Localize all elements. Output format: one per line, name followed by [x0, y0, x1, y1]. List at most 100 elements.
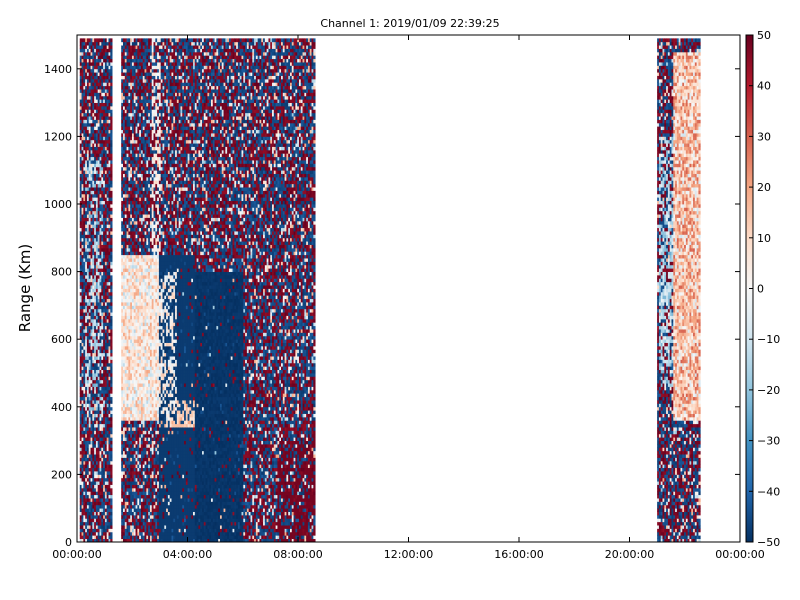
- heatmap-cell: [86, 318, 90, 323]
- heatmap-cell: [128, 200, 131, 205]
- heatmap-cell: [133, 491, 136, 496]
- heatmap-cell: [126, 231, 129, 235]
- heatmap-cell: [108, 183, 111, 188]
- heatmap-cell: [97, 227, 100, 232]
- heatmap-cell: [83, 298, 86, 303]
- heatmap-cell: [79, 237, 82, 242]
- heatmap-cell: [101, 163, 104, 168]
- heatmap-cell: [95, 312, 99, 316]
- heatmap-cell: [106, 92, 109, 97]
- heatmap-cell: [95, 274, 99, 279]
- heatmap-cell: [94, 494, 97, 499]
- heatmap-cell: [124, 403, 127, 408]
- heatmap-cell: [81, 437, 84, 441]
- heatmap-cell: [95, 190, 99, 195]
- heatmap-cell: [88, 366, 91, 371]
- heatmap-cell: [86, 352, 90, 357]
- heatmap-cell: [121, 420, 124, 425]
- heatmap-cell: [95, 244, 99, 249]
- heatmap-cell: [104, 366, 108, 371]
- heatmap-cell: [99, 484, 102, 489]
- heatmap-cell: [86, 217, 90, 222]
- heatmap-cell: [90, 315, 93, 320]
- heatmap-cell: [108, 264, 111, 269]
- heatmap-cell: [99, 467, 102, 472]
- heatmap-cell: [86, 126, 90, 131]
- heatmap-cell: [126, 538, 129, 543]
- heatmap-cell: [110, 224, 113, 229]
- heatmap-cell: [104, 38, 108, 43]
- heatmap-cell: [97, 433, 100, 438]
- heatmap-cell: [97, 109, 100, 114]
- heatmap-cell: [95, 393, 99, 398]
- heatmap-cell: [92, 288, 95, 293]
- heatmap-cell: [104, 99, 108, 103]
- heatmap-cell: [101, 437, 104, 441]
- heatmap-cell: [124, 99, 127, 103]
- heatmap-cell: [86, 72, 90, 76]
- heatmap-cell: [86, 474, 90, 479]
- heatmap-cell: [86, 170, 90, 174]
- heatmap-cell: [130, 501, 133, 506]
- heatmap-cell: [126, 450, 129, 455]
- heatmap-cell: [104, 464, 108, 469]
- heatmap-cell: [81, 386, 84, 391]
- heatmap-cell: [131, 396, 135, 401]
- heatmap-cell: [94, 197, 97, 202]
- heatmap-cell: [97, 281, 100, 286]
- heatmap-cell: [104, 312, 108, 316]
- heatmap-cell: [130, 288, 133, 293]
- heatmap-cell: [104, 494, 108, 499]
- heatmap-cell: [94, 406, 97, 411]
- heatmap-cell: [121, 241, 124, 245]
- heatmap-cell: [97, 359, 100, 364]
- heatmap-cell: [97, 460, 100, 465]
- heatmap-cell: [128, 112, 131, 117]
- heatmap-cell: [121, 437, 124, 441]
- heatmap-cell: [124, 454, 127, 458]
- heatmap-cell: [124, 241, 127, 245]
- heatmap-cell: [103, 471, 106, 475]
- heatmap-cell: [133, 504, 136, 509]
- heatmap-cell: [104, 396, 108, 401]
- heatmap-cell: [128, 302, 131, 306]
- heatmap-cell: [106, 440, 109, 445]
- heatmap-cell: [83, 379, 86, 384]
- heatmap-cell: [130, 285, 133, 289]
- heatmap-cell: [83, 122, 86, 127]
- heatmap-cell: [130, 220, 133, 225]
- heatmap-cell: [131, 400, 135, 404]
- heatmap-cell: [85, 261, 88, 266]
- heatmap-cell: [81, 285, 84, 289]
- heatmap-cell: [124, 298, 127, 303]
- heatmap-cell: [128, 237, 131, 242]
- heatmap-cell: [121, 251, 124, 256]
- heatmap-cell: [101, 133, 104, 137]
- heatmap-cell: [108, 352, 111, 357]
- heatmap-cell: [123, 176, 126, 181]
- heatmap-cell: [130, 318, 133, 323]
- heatmap-cell: [86, 427, 90, 431]
- heatmap-cell: [81, 92, 84, 97]
- heatmap-cell: [128, 136, 131, 141]
- heatmap-cell: [85, 244, 88, 249]
- heatmap-cell: [83, 305, 86, 310]
- heatmap-cell: [83, 535, 86, 540]
- heatmap-cell: [106, 112, 109, 117]
- heatmap-cell: [103, 406, 106, 411]
- heatmap-cell: [79, 484, 82, 489]
- heatmap-cell: [79, 204, 82, 208]
- heatmap-cell: [131, 535, 135, 540]
- heatmap-cell: [85, 464, 88, 469]
- heatmap-cell: [104, 58, 108, 63]
- heatmap-cell: [108, 427, 111, 431]
- heatmap-cell: [128, 153, 131, 158]
- heatmap-cell: [124, 41, 127, 46]
- heatmap-cell: [103, 474, 106, 479]
- heatmap-cell: [97, 528, 100, 533]
- heatmap-cell: [97, 474, 100, 479]
- heatmap-cell: [103, 342, 106, 347]
- heatmap-cell: [104, 501, 108, 506]
- heatmap-cell: [88, 295, 91, 300]
- heatmap-cell: [86, 78, 90, 83]
